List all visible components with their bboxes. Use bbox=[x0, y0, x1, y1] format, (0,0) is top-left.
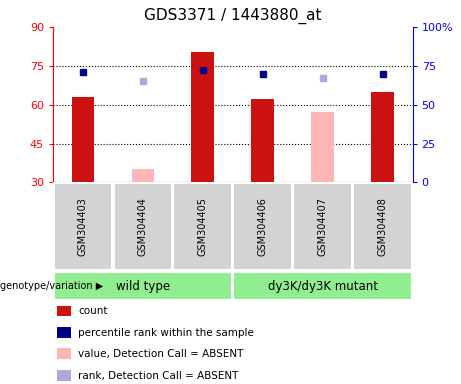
Bar bbox=[173, 183, 232, 270]
Bar bbox=[233, 272, 412, 300]
Text: percentile rank within the sample: percentile rank within the sample bbox=[78, 328, 254, 338]
Bar bbox=[311, 113, 334, 182]
Bar bbox=[57, 327, 71, 338]
Bar bbox=[251, 99, 274, 182]
Bar bbox=[233, 183, 292, 270]
Bar bbox=[113, 183, 172, 270]
Text: GSM304406: GSM304406 bbox=[258, 197, 268, 256]
Text: genotype/variation ▶: genotype/variation ▶ bbox=[0, 281, 103, 291]
Bar bbox=[57, 370, 71, 381]
Bar bbox=[191, 51, 214, 182]
Bar bbox=[353, 183, 412, 270]
Text: count: count bbox=[78, 306, 108, 316]
Text: value, Detection Call = ABSENT: value, Detection Call = ABSENT bbox=[78, 349, 243, 359]
Title: GDS3371 / 1443880_at: GDS3371 / 1443880_at bbox=[144, 8, 322, 24]
Bar bbox=[57, 306, 71, 316]
Bar bbox=[53, 183, 112, 270]
Text: GSM304404: GSM304404 bbox=[138, 197, 148, 256]
Text: dy3K/dy3K mutant: dy3K/dy3K mutant bbox=[268, 280, 378, 293]
Text: GSM304403: GSM304403 bbox=[78, 197, 88, 256]
Bar bbox=[371, 92, 394, 182]
Text: GSM304407: GSM304407 bbox=[318, 197, 328, 256]
Text: wild type: wild type bbox=[116, 280, 170, 293]
Bar bbox=[293, 183, 352, 270]
Text: GSM304408: GSM304408 bbox=[378, 197, 388, 256]
Bar bbox=[57, 349, 71, 359]
Bar bbox=[53, 272, 232, 300]
Text: rank, Detection Call = ABSENT: rank, Detection Call = ABSENT bbox=[78, 371, 238, 381]
Bar bbox=[71, 97, 95, 182]
Text: GSM304405: GSM304405 bbox=[198, 197, 208, 256]
Bar bbox=[131, 169, 154, 182]
